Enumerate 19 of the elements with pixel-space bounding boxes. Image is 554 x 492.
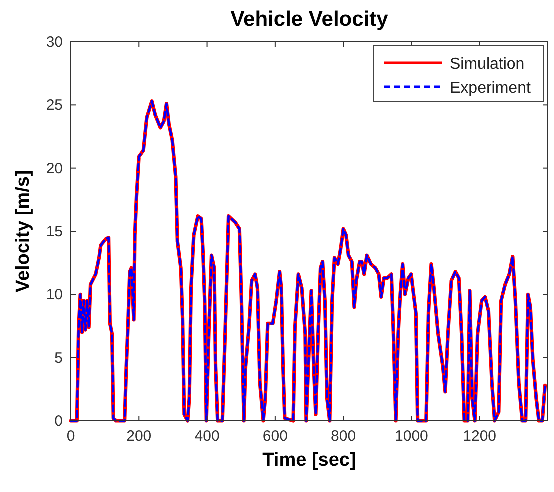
x-tick-label: 200 bbox=[126, 428, 152, 445]
y-axis-title: Velocity [m/s] bbox=[13, 170, 34, 293]
y-tick-label: 15 bbox=[46, 224, 63, 240]
y-tick-label: 30 bbox=[46, 34, 63, 51]
x-axis-title: Time [sec] bbox=[262, 450, 356, 471]
x-tick-label: 1000 bbox=[395, 428, 428, 445]
chart-title: Vehicle Velocity bbox=[230, 8, 389, 31]
y-tick-label: 5 bbox=[54, 350, 63, 367]
y-tick-label: 0 bbox=[54, 413, 63, 430]
legend-label: Experiment bbox=[450, 80, 532, 97]
x-tick-label: 800 bbox=[331, 428, 356, 445]
y-tick-label: 20 bbox=[46, 160, 63, 178]
y-tick-label: 10 bbox=[46, 286, 63, 304]
x-tick-label: 1200 bbox=[463, 428, 497, 445]
x-tick-label: 600 bbox=[262, 428, 288, 445]
y-tick-label: 25 bbox=[46, 97, 63, 114]
x-tick-label: 0 bbox=[66, 428, 76, 445]
x-tick-label: 400 bbox=[194, 428, 220, 445]
legend-label: Simulation bbox=[450, 56, 525, 73]
